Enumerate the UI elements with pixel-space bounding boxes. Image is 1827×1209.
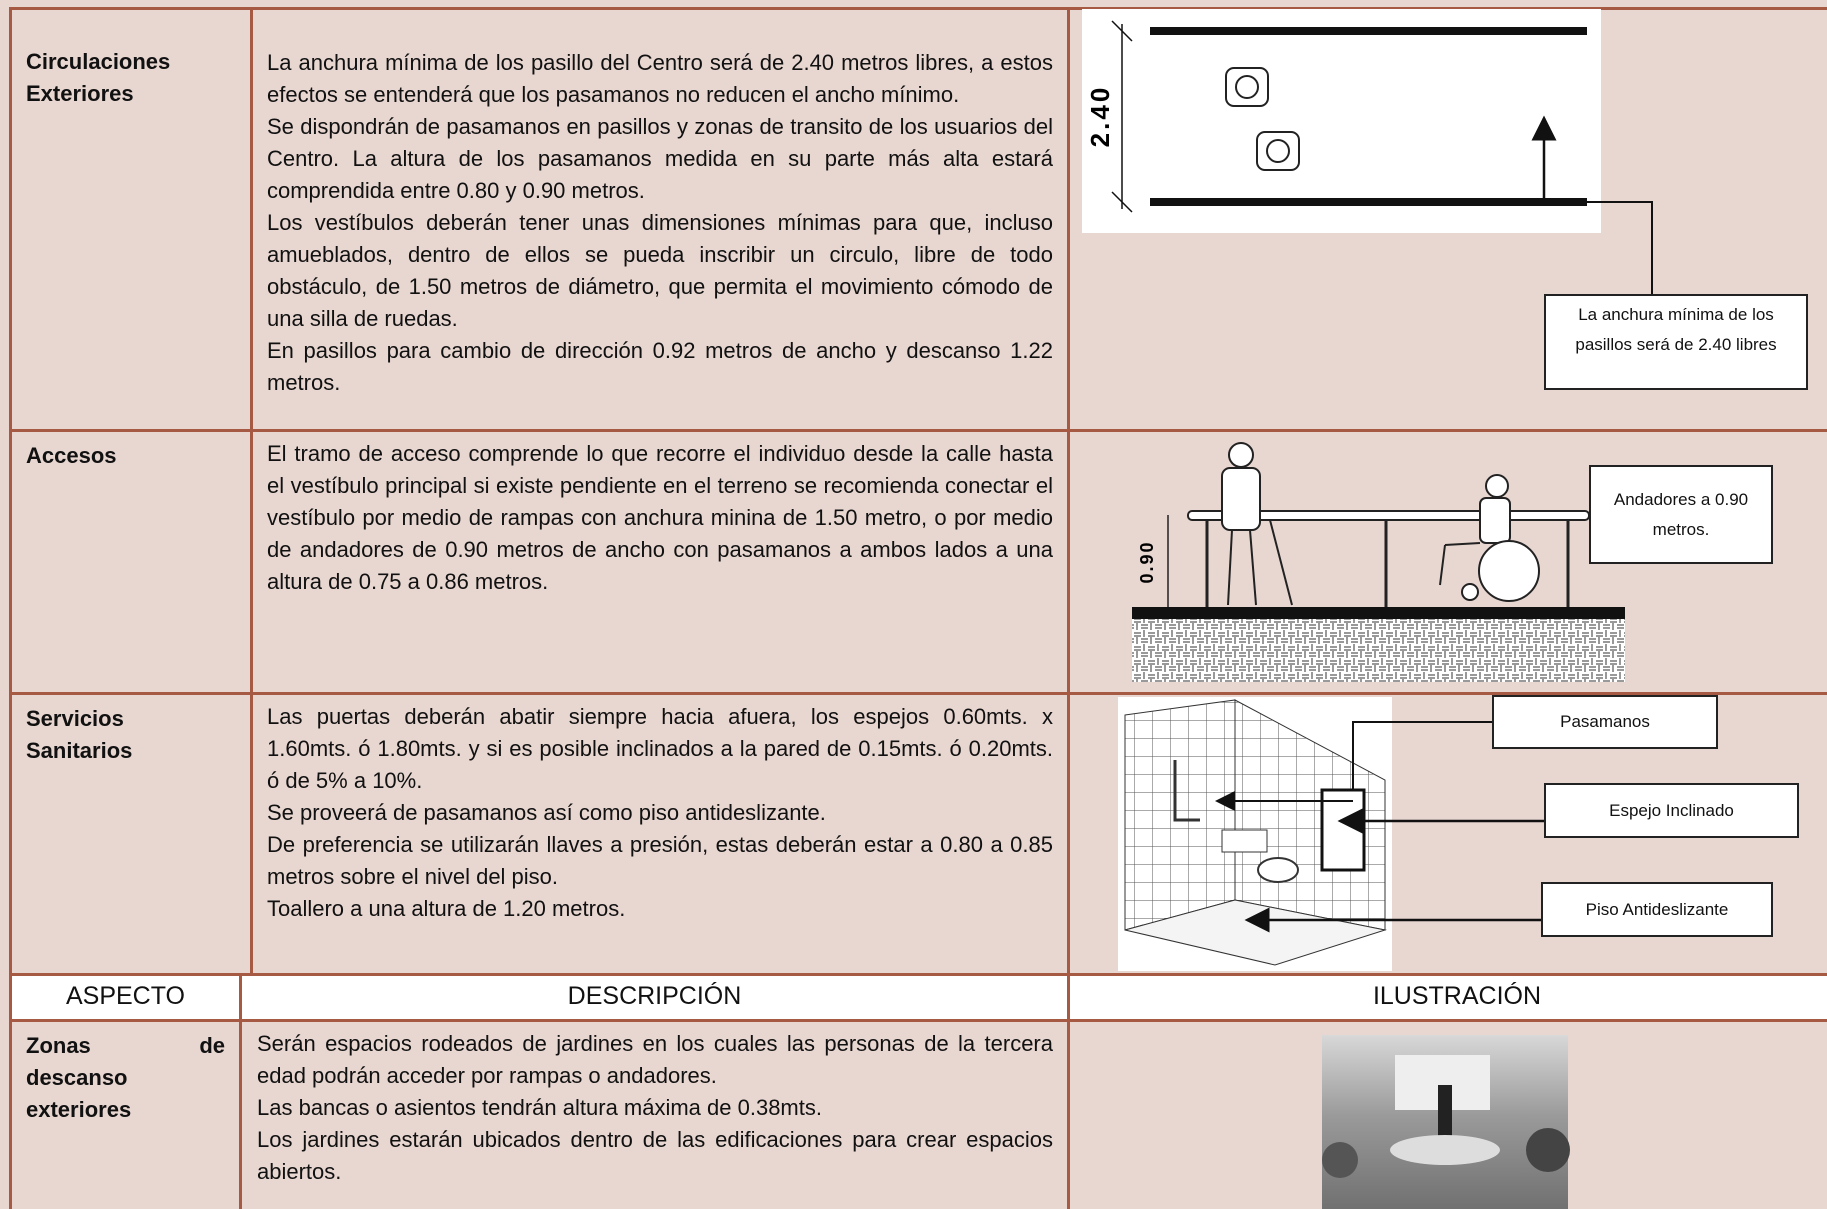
description-cell: La anchura mínima de los pasillo del Cen… (250, 7, 1070, 432)
header-text: ILUSTRACIÓN (1372, 982, 1542, 1010)
paragraph: Serán espacios rodeados de jardines en l… (257, 1031, 1053, 1088)
corridor-drawing: 2.40 (1082, 9, 1653, 294)
callout-text: Espejo Inclinado (1609, 800, 1734, 820)
callout: Pasamanos (1492, 695, 1718, 749)
callout: Andadores a 0.90 metros. (1589, 465, 1773, 564)
callout-text: Piso Antideslizante (1585, 899, 1729, 919)
paragraph: Los vestíbulos deberán tener unas dimens… (267, 210, 1053, 331)
paragraph: El tramo de acceso comprende lo que reco… (267, 441, 1053, 594)
dimension-label: 0.90 (1137, 540, 1157, 583)
ramp-drawing: 0.90 (1132, 442, 1625, 682)
paragraph: Se proveerá de pasamanos así como piso a… (267, 800, 826, 825)
garden-photo (1322, 1035, 1570, 1209)
paragraph: Se dispondrán de pasamanos en pasillos y… (267, 114, 1053, 203)
header-cell: ASPECTO (9, 973, 242, 1022)
bathroom-drawing (1118, 697, 1544, 971)
illustration-cell (1067, 1019, 1827, 1209)
callout-text: Pasamanos (1560, 712, 1650, 731)
callout-text: Andadores a 0.90 metros. (1613, 489, 1749, 539)
aspect: Circulaciones Exteriores (26, 49, 171, 106)
paragraph: Las bancas o asientos tendrán altura máx… (257, 1095, 822, 1120)
description-cell: Serán espacios rodeados de jardines en l… (239, 1019, 1070, 1209)
aspect: Accesos (26, 443, 117, 468)
paragraph: Las puertas deberán abatir siempre hacia… (267, 704, 1053, 793)
dimension-label: 2.40 (1085, 85, 1115, 148)
paragraph: En pasillos para cambio de dirección 0.9… (267, 338, 1053, 395)
header-text: DESCRIPCIÓN (567, 982, 742, 1010)
callout-text: La anchura mínima de los pasillos será d… (1575, 305, 1777, 354)
paragraph: De preferencia se utilizarán llaves a pr… (267, 832, 1053, 889)
paragraph: Toallero a una altura de 1.20 metros. (267, 896, 626, 921)
header-text: ASPECTO (65, 982, 186, 1010)
callout: La anchura mínima de los pasillos será d… (1544, 294, 1808, 390)
aspect: Zonas de descanso exteriores (26, 1033, 225, 1122)
aspect: Servicios Sanitarios (26, 706, 133, 763)
paragraph: La anchura mínima de los pasillo del Cen… (267, 50, 1053, 107)
callout: Piso Antideslizante (1541, 882, 1773, 937)
description-cell: El tramo de acceso comprende lo que reco… (250, 429, 1070, 695)
callout: Espejo Inclinado (1544, 783, 1799, 838)
paragraph: Los jardines estarán ubicados dentro de … (257, 1127, 1053, 1184)
